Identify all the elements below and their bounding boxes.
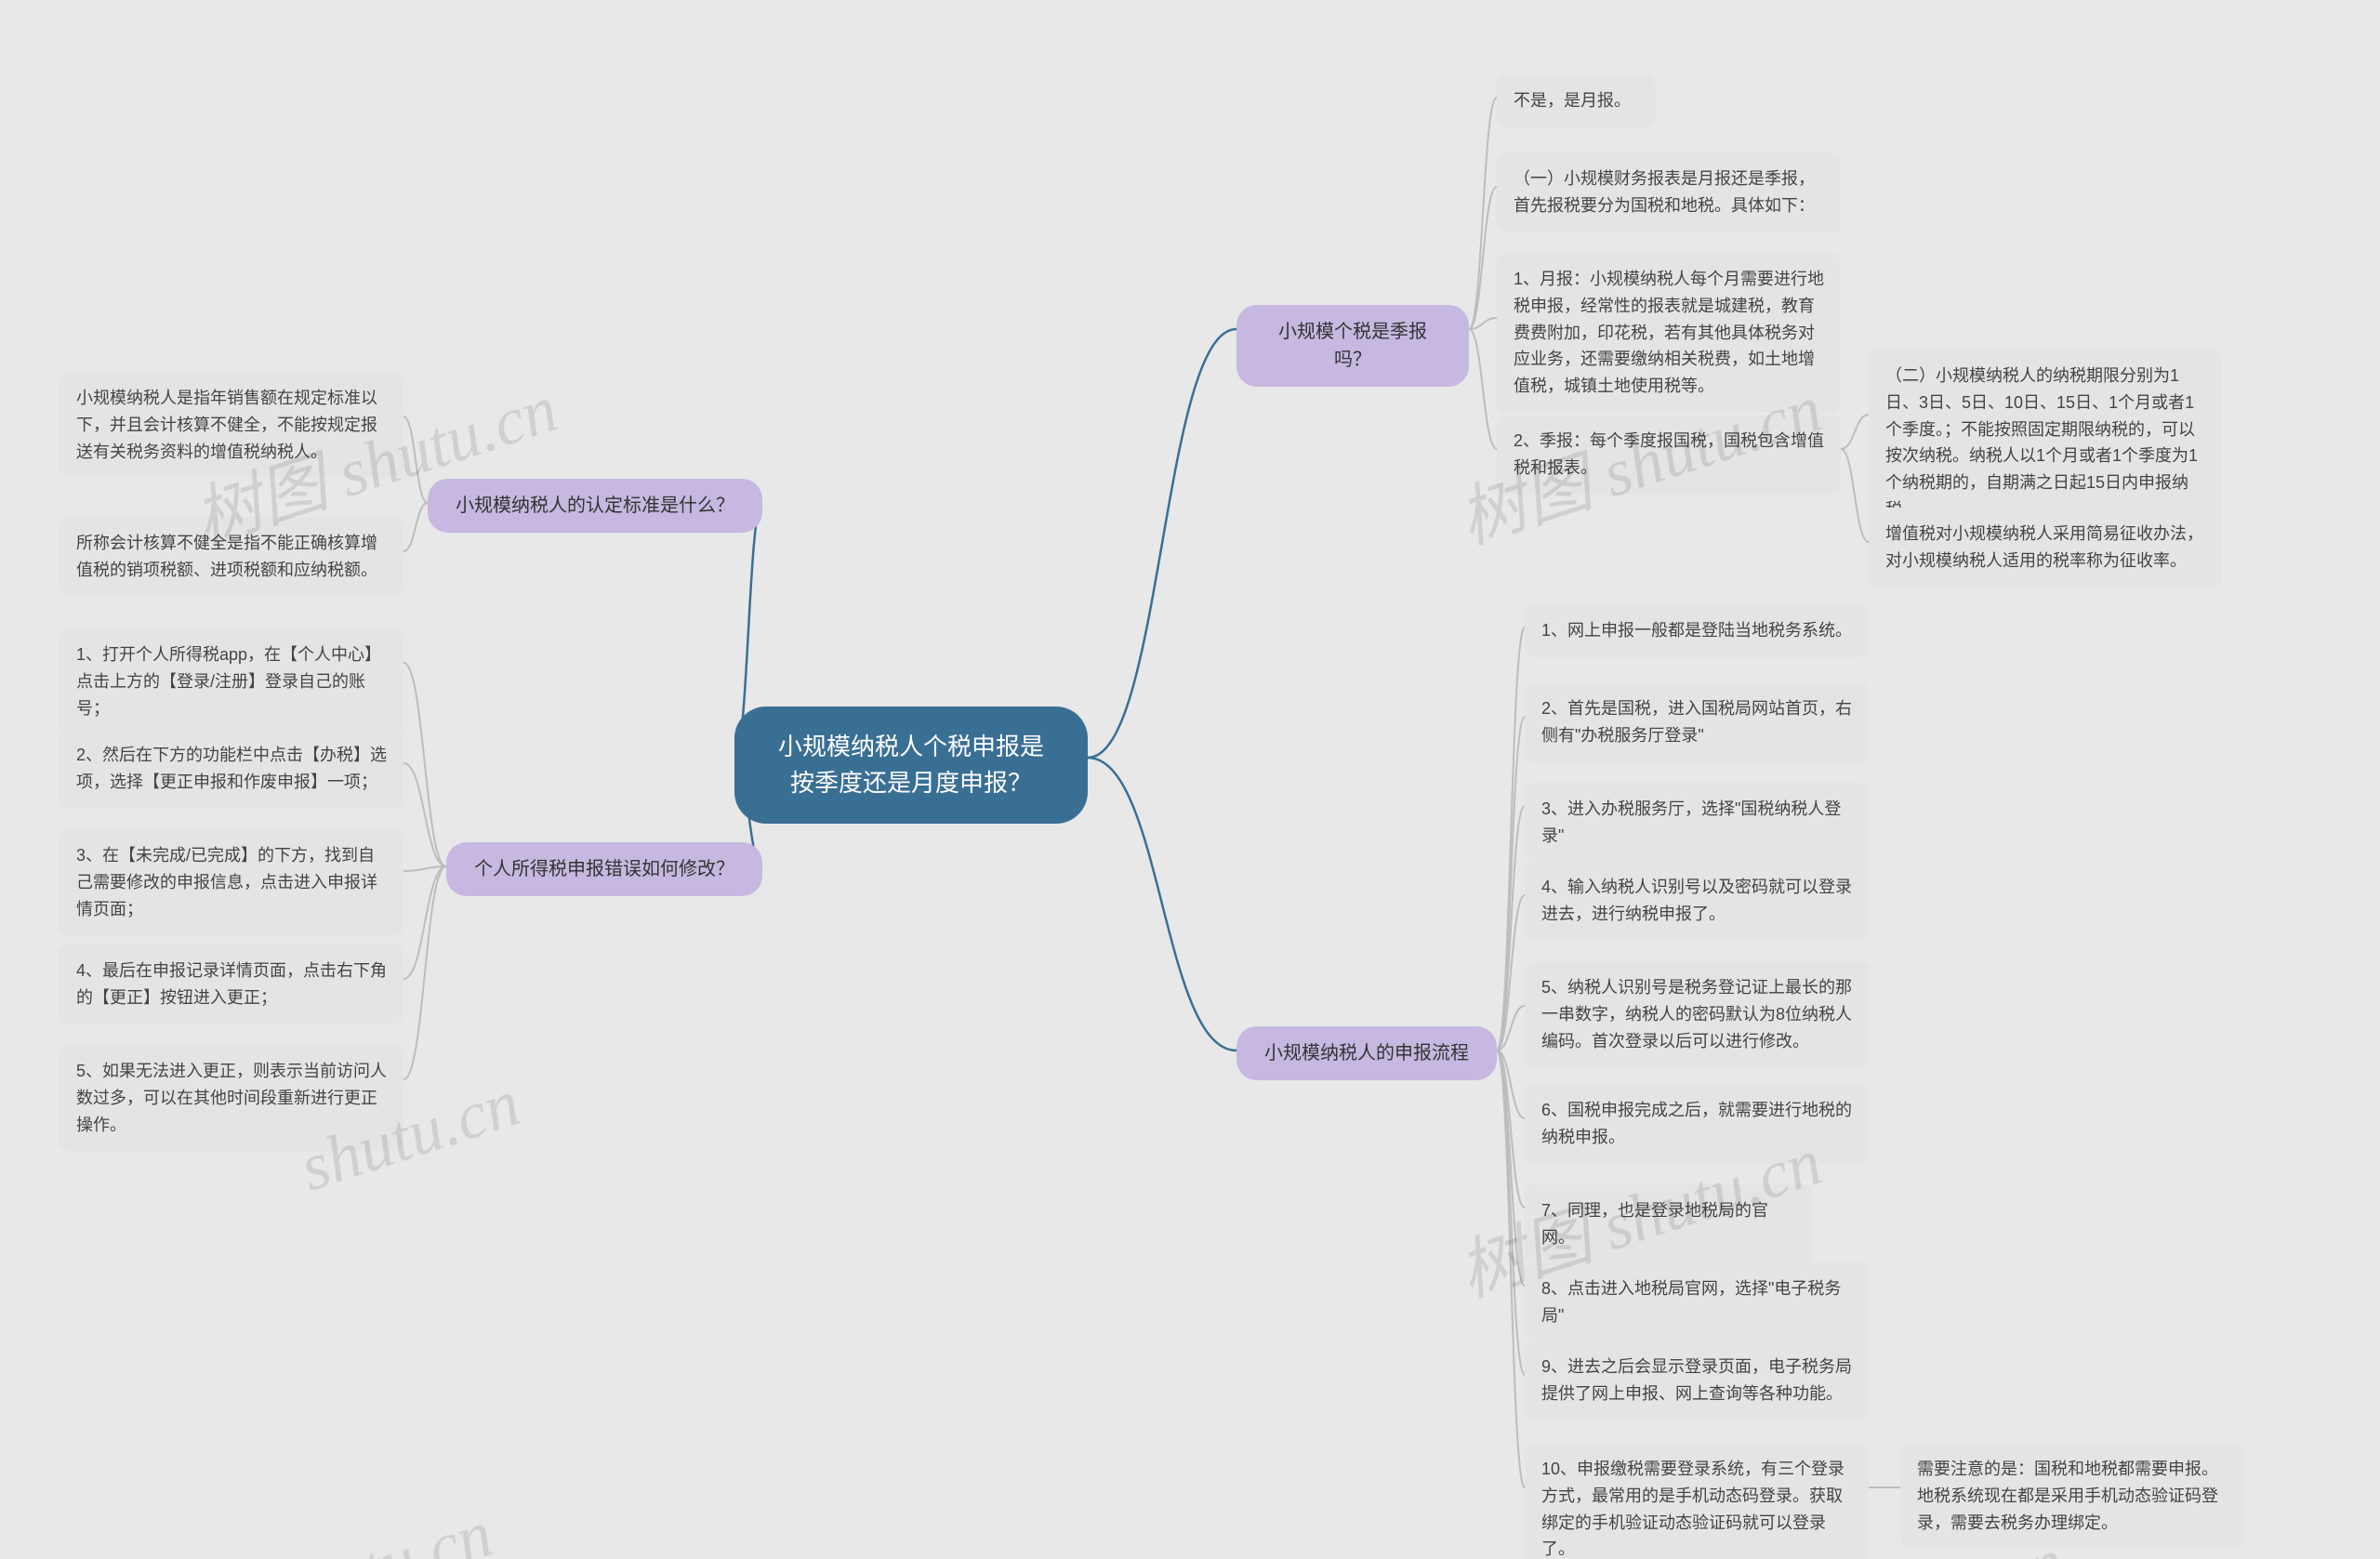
left-leaf-1-3: 4、最后在申报记录详情页面，点击右下角的【更正】按钮进入更正； (60, 945, 403, 1024)
right-branch-1: 小规模纳税人的申报流程 (1236, 1026, 1497, 1080)
right-leaf-1-8: 9、进去之后会显示登录页面，电子税务局提供了网上申报、网上查询等各种功能。 (1525, 1341, 1869, 1420)
left-leaf-0-0: 小规模纳税人是指年销售额在规定标准以下，并且会计核算不健全，不能按规定报送有关税… (60, 372, 403, 478)
left-leaf-0-1: 所称会计核算不健全是指不能正确核算增值税的销项税额、进项税额和应纳税额。 (60, 517, 403, 597)
right-leaf-0-2: 1、月报：小规模纳税人每个月需要进行地税申报，经常性的报表就是城建税，教育费费附… (1497, 253, 1841, 413)
left-leaf-1-0: 1、打开个人所得税app，在【个人中心】点击上方的【登录/注册】登录自己的账号； (60, 628, 403, 734)
left-branch-0: 小规模纳税人的认定标准是什么？ (428, 479, 762, 533)
left-branch-1: 个人所得税申报错误如何修改？ (446, 842, 762, 896)
right-leaf-1-3: 4、输入纳税人识别号以及密码就可以登录进去，进行纳税申报了。 (1525, 861, 1869, 941)
right-leaf-1-9: 10、申报缴税需要登录系统，有三个登录方式，最常用的是手机动态码登录。获取绑定的… (1525, 1443, 1869, 1559)
right-leaf-0-3-1: 增值税对小规模纳税人采用简易征收办法，对小规模纳税人适用的税率称为征收率。 (1869, 508, 2222, 588)
left-leaf-1-4: 5、如果无法进入更正，则表示当前访问人数过多，可以在其他时间段重新进行更正操作。 (60, 1045, 403, 1151)
right-leaf-1-2: 3、进入办税服务厅，选择"国税纳税人登录" (1525, 783, 1869, 863)
right-leaf-1-9-0: 需要注意的是：国税和地税都需要申报。地税系统现在都是采用手机动态验证码登录，需要… (1900, 1443, 2244, 1549)
root-node: 小规模纳税人个税申报是按季度还是月度申报？ (734, 707, 1088, 824)
mindmap-canvas: 小规模纳税人个税申报是按季度还是月度申报？ 小规模纳税人的认定标准是什么？ 小规模纳… (0, 0, 2380, 1559)
right-leaf-1-5: 6、国税申报完成之后，就需要进行地税的纳税申报。 (1525, 1084, 1869, 1164)
right-leaf-0-3: 2、季报：每个季度报国税，国税包含增值税和报表。 (1497, 415, 1841, 495)
left-leaf-1-2: 3、在【未完成/已完成】的下方，找到自己需要修改的申报信息，点击进入申报详情页面… (60, 829, 403, 935)
right-leaf-1-7: 8、点击进入地税局官网，选择"电子税务局" (1525, 1262, 1869, 1342)
right-branch-0: 小规模个税是季报吗？ (1236, 305, 1469, 387)
right-leaf-1-4: 5、纳税人识别号是税务登记证上最长的那一串数字，纳税人的密码默认为8位纳税人编码… (1525, 961, 1869, 1067)
right-leaf-1-0: 1、网上申报一般都是登陆当地税务系统。 (1525, 604, 1869, 657)
right-leaf-0-1: （一）小规模财务报表是月报还是季报，首先报税要分为国税和地税。具体如下： (1497, 152, 1841, 232)
right-leaf-1-6: 7、同理，也是登录地税局的官网。 (1525, 1184, 1813, 1264)
watermark-4: 树图 shutu.cn (115, 1478, 503, 1559)
right-leaf-0-0: 不是，是月报。 (1497, 74, 1655, 127)
left-leaf-1-1: 2、然后在下方的功能栏中点击【办税】选项，选择【更正申报和作废申报】一项； (60, 729, 403, 809)
right-leaf-1-1: 2、首先是国税，进入国税局网站首页，右侧有"办税服务厅登录" (1525, 682, 1869, 762)
